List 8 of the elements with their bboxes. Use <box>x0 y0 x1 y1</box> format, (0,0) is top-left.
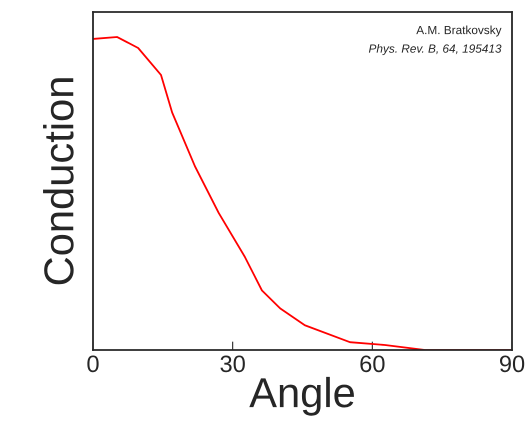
x-tick-label: 60 <box>360 355 385 372</box>
x-tick-label: 90 <box>500 355 524 372</box>
annotation: Phys. Rev. B, 64, 195413 <box>368 44 502 56</box>
x-axis-title: Angle <box>249 376 354 416</box>
x-tick-label: 0 <box>87 355 99 372</box>
text: A.M. Bratkovsky <box>416 26 502 37</box>
y-axis-title: Conduction <box>43 78 74 284</box>
x-tick-label: 30 <box>220 355 245 372</box>
